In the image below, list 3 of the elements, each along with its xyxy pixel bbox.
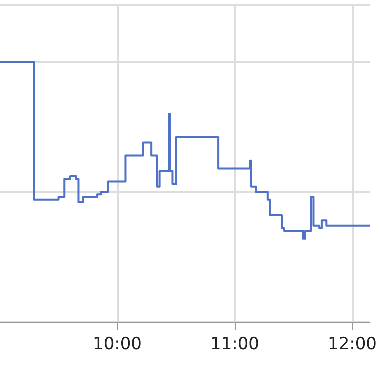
x-tick-label: 12:00 xyxy=(328,334,378,354)
x-tick-label: 11:00 xyxy=(210,334,260,354)
x-tick-label: 10:00 xyxy=(93,334,142,354)
